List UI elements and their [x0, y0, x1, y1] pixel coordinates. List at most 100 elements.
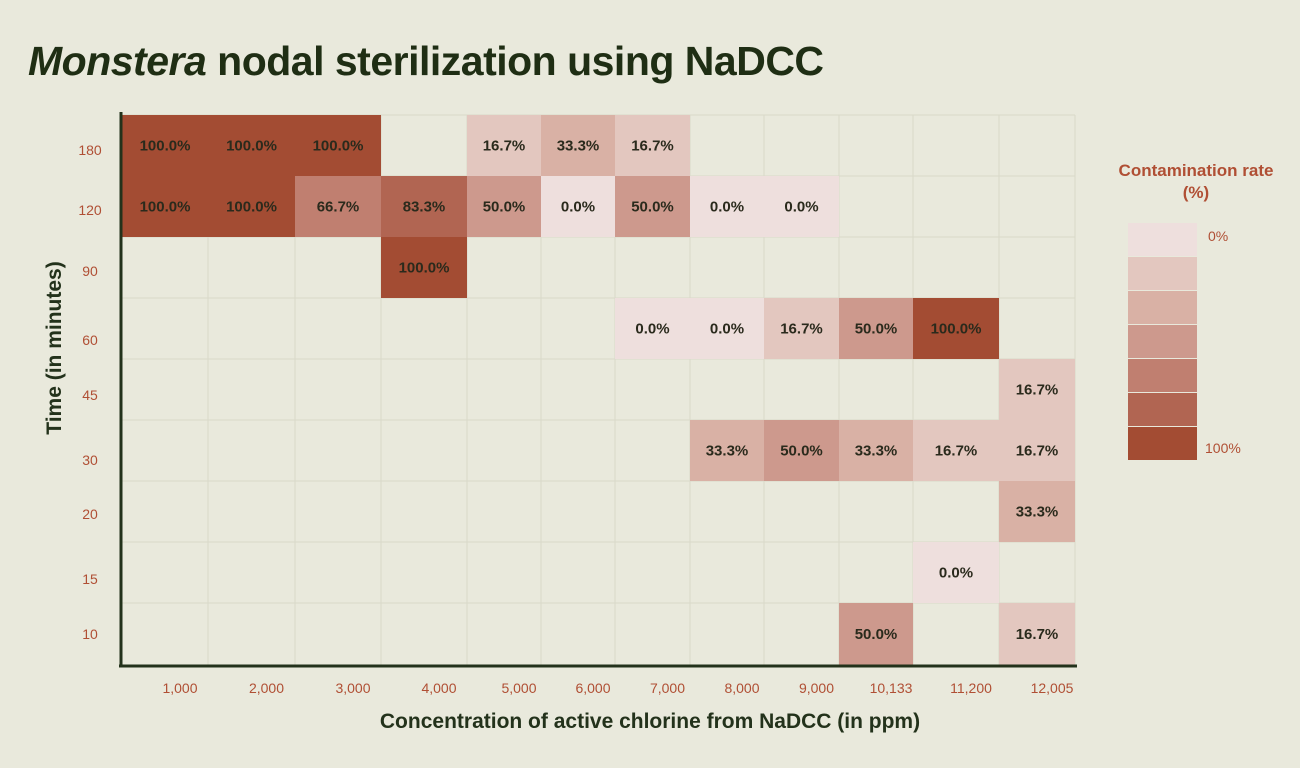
heatmap-cell: [690, 298, 764, 359]
heatmap-cell: [615, 115, 690, 176]
y-tick-label: 45: [82, 387, 98, 403]
heatmap-cell: [839, 420, 913, 481]
x-tick-label: 4,000: [421, 680, 456, 696]
cell-value-label: 0.0%: [635, 321, 669, 338]
legend-max-label: 100%: [1205, 440, 1241, 456]
cell-value-label: 100.0%: [931, 321, 982, 338]
cell-value-label: 50.0%: [780, 443, 823, 460]
heatmap-cell: [690, 420, 764, 481]
y-tick-label: 15: [82, 571, 98, 587]
cell-value-label: 33.3%: [557, 138, 600, 155]
axes: [119, 112, 1077, 668]
cell-value-label: 50.0%: [855, 321, 898, 338]
y-tick-label: 90: [82, 263, 98, 279]
chart-title-rest: nodal sterilization using NaDCC: [206, 38, 824, 84]
legend-min-label: 0%: [1208, 228, 1228, 244]
legend-swatch: [1128, 257, 1197, 290]
cell-value-label: 0.0%: [710, 321, 744, 338]
heatmap-cell: [999, 603, 1075, 665]
cell-value-label: 16.7%: [935, 443, 978, 460]
legend: 0% 100%: [1128, 223, 1241, 460]
cell-value-label: 100.0%: [226, 199, 277, 216]
x-tick-label: 6,000: [575, 680, 610, 696]
legend-swatch: [1128, 359, 1197, 392]
heatmap-cell: [764, 176, 839, 237]
heatmap-cell: [913, 298, 999, 359]
x-tick-label: 3,000: [335, 680, 370, 696]
cell-value-label: 0.0%: [710, 199, 744, 216]
heatmap-cell: [999, 359, 1075, 420]
cell-value-label: 100.0%: [399, 260, 450, 277]
cell-value-label: 16.7%: [631, 138, 674, 155]
y-axis-title: Time (in minutes): [43, 261, 66, 434]
heatmap-cell: [541, 176, 615, 237]
x-tick-label: 5,000: [501, 680, 536, 696]
cell-value-label: 100.0%: [226, 138, 277, 155]
cell-value-label: 16.7%: [780, 321, 823, 338]
cell-value-label: 66.7%: [317, 199, 360, 216]
legend-swatch: [1128, 291, 1197, 324]
cell-value-label: 16.7%: [1016, 382, 1059, 399]
heatmap-cells: 100.0% 100.0% 100.0% 16.7% 33.3% 16.7% 100.0% 1…: [122, 115, 1075, 665]
legend-swatch: [1128, 223, 1197, 256]
heatmap-cell: [381, 176, 467, 237]
heatmap-cell: [208, 176, 295, 237]
legend-swatch: [1128, 393, 1197, 426]
heatmap-cell: [615, 176, 690, 237]
y-tick-label: 60: [82, 332, 98, 348]
x-tick-label: 2,000: [249, 680, 284, 696]
heatmap-cell: [999, 481, 1075, 542]
tick-labels: 1,000 2,000 3,000 4,000 5,000 6,000 7,000 8,000…: [78, 142, 1073, 696]
cell-value-label: 50.0%: [855, 626, 898, 643]
heatmap-cell: [839, 603, 913, 665]
x-tick-label: 7,000: [650, 680, 685, 696]
cell-value-label: 16.7%: [1016, 443, 1059, 460]
x-tick-label: 11,200: [950, 680, 992, 696]
heatmap-cell: [764, 420, 839, 481]
cell-value-label: 16.7%: [1016, 626, 1059, 643]
x-tick-label: 12,005: [1031, 680, 1074, 696]
cell-value-label: 100.0%: [140, 199, 191, 216]
x-tick-label: 1,000: [162, 680, 197, 696]
y-tick-label: 30: [82, 452, 98, 468]
heatmap-cell: [764, 298, 839, 359]
heatmap-cell: [208, 115, 295, 176]
heatmap-cell: [913, 420, 999, 481]
heatmap-cell: [690, 176, 764, 237]
cell-value-label: 33.3%: [706, 443, 749, 460]
heatmap-cell: [122, 176, 208, 237]
legend-title: Contamination rate (%): [1118, 161, 1274, 202]
chart-title: Monstera nodal sterilization using NaDCC: [28, 38, 824, 85]
heatmap-cell: [913, 542, 999, 603]
heatmap-cell: [467, 176, 541, 237]
heatmap-cell: [541, 115, 615, 176]
heatmap-cell: [122, 115, 208, 176]
heatmap-cell: [467, 115, 541, 176]
chart-title-italic: Monstera: [28, 38, 207, 84]
legend-swatch: [1128, 427, 1197, 460]
heatmap-cell: [295, 115, 381, 176]
cell-value-label: 33.3%: [855, 443, 898, 460]
cell-value-label: 50.0%: [631, 199, 674, 216]
cell-value-label: 0.0%: [939, 565, 973, 582]
x-tick-label: 8,000: [724, 680, 759, 696]
y-tick-label: 10: [82, 626, 98, 642]
cell-value-label: 0.0%: [561, 199, 595, 216]
cell-value-label: 83.3%: [403, 199, 446, 216]
cell-value-label: 0.0%: [784, 199, 818, 216]
heatmap-cell: [295, 176, 381, 237]
y-tick-label: 20: [82, 506, 98, 522]
x-tick-label: 10,133: [870, 680, 913, 696]
cell-value-label: 100.0%: [313, 138, 364, 155]
heatmap-cell: [999, 420, 1075, 481]
y-tick-label: 180: [78, 142, 102, 158]
cell-value-label: 33.3%: [1016, 504, 1059, 521]
y-tick-label: 120: [78, 202, 102, 218]
x-axis-title: Concentration of active chlorine from Na…: [380, 710, 920, 733]
x-tick-label: 9,000: [799, 680, 834, 696]
heatmap-cell: [839, 298, 913, 359]
heatmap-cell: [381, 237, 467, 298]
cell-value-label: 50.0%: [483, 199, 526, 216]
legend-swatch: [1128, 325, 1197, 358]
